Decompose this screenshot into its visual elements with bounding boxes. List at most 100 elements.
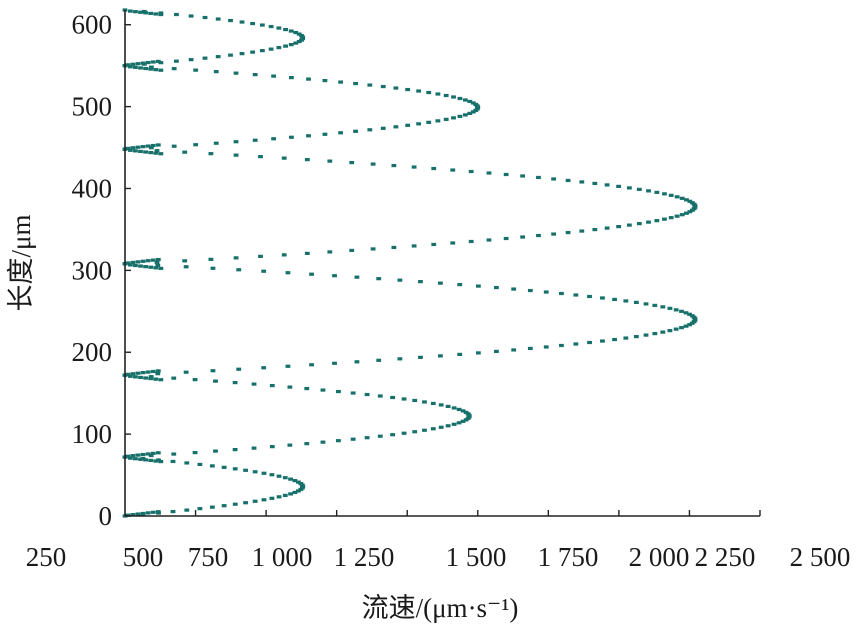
data-point	[158, 378, 164, 382]
data-point	[462, 98, 468, 102]
data-point	[148, 376, 154, 381]
data-point	[143, 265, 149, 269]
data-point	[633, 334, 639, 339]
data-point	[148, 11, 154, 15]
data-point	[416, 89, 422, 93]
data-point	[170, 459, 176, 464]
data-point	[236, 268, 242, 272]
data-point	[140, 371, 146, 375]
data-point	[288, 29, 294, 33]
data-point	[281, 156, 287, 160]
data-point	[457, 114, 463, 118]
data-point	[612, 297, 617, 302]
data-point	[623, 336, 629, 340]
data-point	[467, 111, 473, 115]
data-point	[287, 385, 293, 389]
data-point	[150, 451, 156, 455]
data-point	[138, 375, 143, 380]
data-point	[140, 61, 146, 65]
data-point	[209, 464, 215, 468]
data-point	[259, 23, 265, 27]
data-point	[565, 178, 571, 183]
data-point	[543, 290, 549, 294]
data-point	[261, 471, 267, 475]
data-point	[252, 138, 258, 142]
data-point	[269, 496, 275, 500]
data-point	[171, 144, 177, 148]
data-point	[148, 265, 154, 269]
data-point	[158, 152, 164, 156]
data-point	[184, 461, 190, 465]
data-point	[456, 421, 462, 425]
data-point	[451, 406, 457, 410]
data-point	[684, 198, 689, 202]
data-point	[390, 433, 396, 437]
data-point	[412, 398, 418, 403]
data-point	[304, 386, 310, 391]
data-point	[438, 403, 444, 407]
data-point	[443, 117, 449, 121]
data-point	[252, 73, 258, 77]
data-point	[252, 470, 258, 474]
data-point	[250, 21, 256, 26]
data-point	[320, 440, 326, 444]
data-point	[133, 457, 138, 461]
data-point	[411, 244, 417, 248]
data-point	[467, 99, 473, 104]
data-point	[604, 226, 610, 230]
data-point	[154, 149, 160, 153]
data-point	[536, 233, 541, 238]
data-point	[148, 458, 154, 463]
data-markers	[122, 8, 698, 518]
data-point	[336, 389, 341, 394]
data-point	[327, 250, 333, 254]
data-point	[127, 263, 133, 267]
data-point	[183, 265, 189, 269]
data-point	[674, 195, 680, 199]
data-point	[288, 477, 293, 481]
data-point	[193, 68, 199, 72]
data-point	[143, 376, 149, 380]
data-point	[391, 163, 397, 168]
data-point	[150, 510, 156, 514]
data-point	[322, 78, 328, 83]
data-point	[468, 169, 474, 174]
data-point	[445, 404, 451, 409]
data-point	[148, 67, 154, 71]
data-point	[422, 400, 427, 404]
data-point	[592, 181, 598, 186]
data-point	[135, 145, 141, 149]
x-tick-label: 2 250	[695, 542, 756, 572]
data-point	[430, 401, 436, 406]
data-point	[130, 260, 136, 265]
data-point	[633, 300, 639, 305]
data-point	[451, 116, 456, 120]
data-point	[573, 342, 579, 346]
data-point	[210, 369, 216, 373]
data-point	[269, 383, 275, 388]
data-point	[202, 56, 208, 60]
data-point	[197, 462, 203, 467]
data-point	[431, 242, 437, 247]
data-point	[636, 222, 642, 226]
data-point	[376, 277, 382, 281]
data-point	[679, 309, 684, 313]
data-point	[668, 216, 674, 220]
y-tick-label: 0	[99, 501, 113, 531]
data-point	[243, 468, 248, 472]
data-point	[138, 10, 143, 14]
data-point	[367, 83, 373, 87]
data-point	[412, 430, 418, 434]
data-point	[293, 41, 299, 45]
data-point	[125, 513, 131, 517]
data-point	[213, 449, 218, 453]
data-point	[261, 366, 267, 370]
data-point	[306, 77, 311, 81]
data-point	[138, 66, 143, 70]
data-point	[155, 263, 161, 267]
data-point	[140, 452, 146, 457]
data-point	[309, 363, 314, 367]
data-point	[182, 259, 188, 263]
data-point	[130, 372, 136, 376]
data-point	[511, 287, 517, 291]
